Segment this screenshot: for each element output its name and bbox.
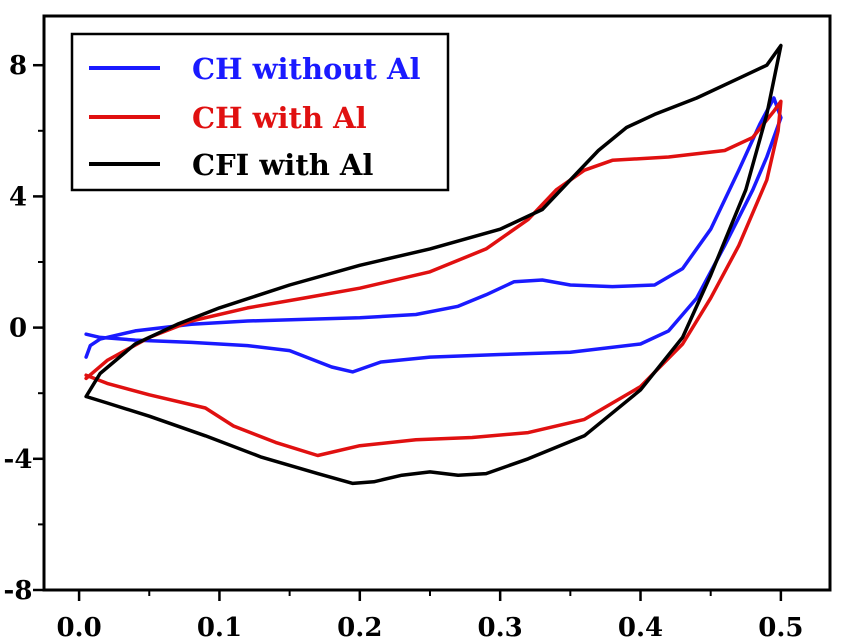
y-tick-label: -8 bbox=[4, 576, 33, 606]
legend-label-cfi-with-al: CFI with Al bbox=[192, 148, 373, 182]
legend: CH without Al CH with Al CFI with Al bbox=[70, 32, 450, 192]
y-tick-label: -4 bbox=[4, 445, 33, 475]
x-tick-label: 0.2 bbox=[337, 613, 382, 643]
axis-layer: 0.0 0.1 0.2 0.3 0.4 0.5 -8 -4 0 4 8 bbox=[4, 51, 804, 643]
x-tick-label: 0.5 bbox=[758, 613, 803, 643]
legend-label-ch-without-al: CH without Al bbox=[192, 52, 420, 86]
y-tick-label: 0 bbox=[9, 314, 27, 344]
x-tick-label: 0.0 bbox=[56, 613, 101, 643]
series-layer bbox=[84, 43, 783, 486]
legend-label-ch-with-al: CH with Al bbox=[192, 101, 367, 135]
series-line-cfi-with-al bbox=[84, 43, 783, 486]
x-tick-label: 0.1 bbox=[197, 613, 242, 643]
series-line-ch-with-al bbox=[84, 99, 783, 458]
y-tick-label: 8 bbox=[9, 51, 27, 81]
x-tick-label: 0.4 bbox=[618, 613, 663, 643]
plot-frame bbox=[42, 14, 832, 592]
y-tick-label: 4 bbox=[9, 182, 27, 212]
x-tick-label: 0.3 bbox=[478, 613, 523, 643]
